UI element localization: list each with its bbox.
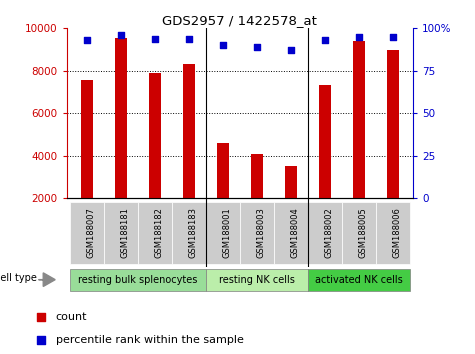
Text: GSM188004: GSM188004 <box>291 207 300 258</box>
Bar <box>149 73 161 241</box>
Point <box>37 337 45 343</box>
Bar <box>206 202 240 264</box>
Point <box>37 314 45 320</box>
Bar <box>206 268 308 291</box>
Bar <box>308 268 410 291</box>
Bar <box>183 64 195 241</box>
Bar <box>342 202 376 264</box>
Bar <box>172 202 206 264</box>
Text: GSM188005: GSM188005 <box>359 207 368 258</box>
Point <box>253 44 261 50</box>
Bar <box>104 202 138 264</box>
Bar <box>70 202 104 264</box>
Text: GSM188002: GSM188002 <box>325 207 334 258</box>
Point <box>117 32 125 38</box>
Text: cell type: cell type <box>0 273 37 284</box>
Title: GDS2957 / 1422578_at: GDS2957 / 1422578_at <box>162 14 317 27</box>
Text: resting bulk splenocytes: resting bulk splenocytes <box>78 275 198 285</box>
Bar <box>70 268 206 291</box>
Bar <box>240 202 274 264</box>
Bar <box>115 38 127 241</box>
Bar <box>319 85 331 241</box>
FancyArrow shape <box>38 273 55 286</box>
Point <box>185 36 193 41</box>
Bar <box>376 202 410 264</box>
Text: resting NK cells: resting NK cells <box>219 275 295 285</box>
Point <box>321 38 329 43</box>
Bar <box>138 202 172 264</box>
Text: GSM188183: GSM188183 <box>189 207 198 258</box>
Bar <box>251 154 263 241</box>
Point <box>355 34 362 40</box>
Text: percentile rank within the sample: percentile rank within the sample <box>56 335 244 346</box>
Text: GSM188007: GSM188007 <box>87 207 96 258</box>
Text: GSM188182: GSM188182 <box>155 207 164 258</box>
Point <box>389 34 397 40</box>
Text: GSM188006: GSM188006 <box>393 207 402 258</box>
Bar <box>81 80 93 241</box>
Bar <box>274 202 308 264</box>
Bar <box>217 143 229 241</box>
Text: GSM188001: GSM188001 <box>223 207 232 258</box>
Bar <box>285 166 297 241</box>
Text: GSM188003: GSM188003 <box>257 207 266 258</box>
Bar <box>308 202 342 264</box>
Text: GSM188181: GSM188181 <box>121 207 130 258</box>
Text: count: count <box>56 312 87 322</box>
Bar <box>387 50 399 241</box>
Bar <box>353 41 365 241</box>
Text: activated NK cells: activated NK cells <box>315 275 403 285</box>
Point <box>83 38 91 43</box>
Point <box>287 47 294 53</box>
Point <box>151 36 159 41</box>
Point <box>219 42 227 48</box>
